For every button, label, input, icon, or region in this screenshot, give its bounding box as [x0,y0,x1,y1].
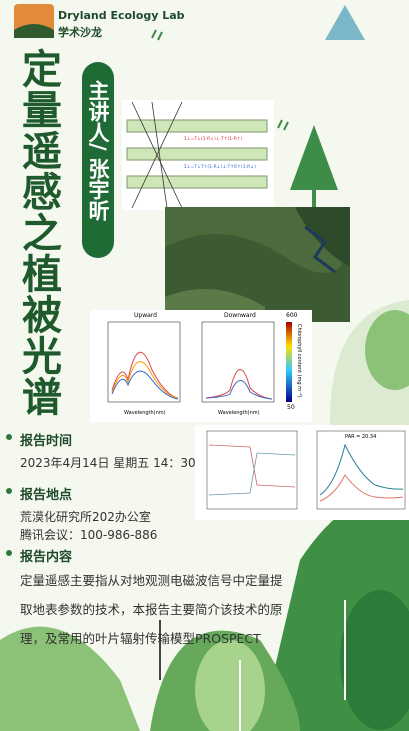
colorbar-min: 50 [287,404,295,411]
reflectance-figure: PAR = 20.34 [195,425,409,520]
section-heading: 报告地点 [20,488,73,503]
section-heading: 报告内容 [20,550,73,565]
lab-subtitle: 学术沙龙 [58,26,102,39]
section-line: 2023年4月14日 星期五 14：30 [20,456,196,470]
speaker: 主讲人/ 张宇昕 [86,80,110,221]
par-label: PAR = 20.34 [345,434,377,440]
reflectance-plot [206,430,406,510]
colorbar-label: Chlorophyll content (mg m⁻²) [296,324,302,398]
svg-text:Σ↓=T↓(1-R↓)↓·T↑(1-R↑): Σ↓=T↓(1-R↓)↓·T↑(1-R↑) [184,136,243,142]
lab-name: Dryland Ecology Lab [58,9,185,22]
x-label: Wavelength(nm) [218,410,260,416]
spectra-plot [107,321,292,403]
bullet [6,434,12,440]
diagram: Σ↓=T↓(1-R↓)↓·T↑(1-R↑) Σ↓=T↓T↑(1-R↓)↓·T↑R↑… [122,100,274,210]
satellite-image [165,207,350,322]
section-line: 腾讯会议：100-986-886 [20,528,158,542]
bullet [6,488,12,494]
section-paragraph: 定量遥感主要指从对地观测电磁波信号中定量提取地表参数的技术，本报告主要简介该技术… [20,573,283,646]
x-label: Wavelength(nm) [124,410,166,416]
svg-text:Σ↓=T↓T↑(1-R↓)↓·T↑R↑(1-R↓): Σ↓=T↓T↑(1-R↓)↓·T↑R↑(1-R↓) [184,164,256,170]
section-line: 荒漠化研究所202办公室 [20,510,151,524]
poster-title: 定量遥感之植被光谱 [15,48,61,417]
bullet [6,550,12,556]
panel-title: Downward [224,312,256,319]
panel-title: Upward [134,312,157,319]
speaker-pill [82,62,114,258]
spectra-figure: Upward Downward Wavelength(nm) Wavelengt… [90,310,312,422]
section-heading: 报告时间 [20,434,73,449]
colorbar-max: 600 [286,312,298,319]
